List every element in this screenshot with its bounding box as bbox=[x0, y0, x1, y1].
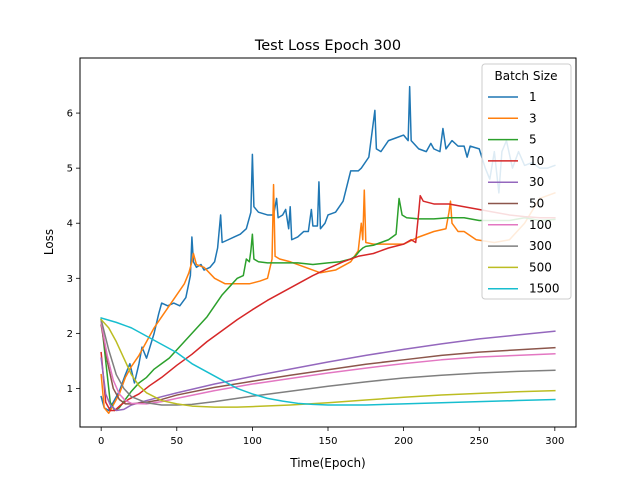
y-tick-label: 6 bbox=[67, 109, 73, 120]
legend-label-10: 10 bbox=[529, 154, 544, 168]
x-tick-label: 150 bbox=[318, 436, 337, 447]
series-line-100 bbox=[100, 321, 556, 405]
y-tick-label: 1 bbox=[67, 384, 73, 395]
y-axis: 1 2 3 4 5 6 bbox=[67, 109, 80, 395]
chart-title: Test Loss Epoch 300 bbox=[254, 38, 401, 54]
legend-frame bbox=[481, 63, 572, 300]
series-line-1500 bbox=[100, 317, 556, 406]
legend-label-3: 3 bbox=[529, 111, 537, 125]
legend-label-100: 100 bbox=[529, 218, 552, 232]
x-tick-label: 0 bbox=[98, 436, 104, 447]
series-line-500 bbox=[100, 318, 556, 408]
legend-title: Batch Size bbox=[495, 69, 558, 83]
y-tick-label: 2 bbox=[67, 329, 73, 340]
series-line-3 bbox=[100, 183, 556, 414]
x-tick-label: 300 bbox=[545, 436, 564, 447]
legend-items: 1 3 5 10 30 50 100 300 500 1500 bbox=[488, 90, 560, 296]
x-tick-label: 50 bbox=[170, 436, 183, 447]
y-tick-label: 3 bbox=[67, 274, 73, 285]
series-line-5 bbox=[100, 197, 556, 412]
x-tick-label: 100 bbox=[243, 436, 262, 447]
series-line-50 bbox=[100, 324, 556, 405]
y-tick-label: 5 bbox=[67, 164, 73, 175]
series-line-10 bbox=[100, 194, 556, 412]
x-axis: 0 50 100 150 200 250 300 bbox=[98, 427, 564, 447]
x-tick-label: 250 bbox=[470, 436, 489, 447]
y-axis-label: Loss bbox=[42, 229, 56, 255]
series-line-30 bbox=[100, 330, 556, 412]
legend-label-30: 30 bbox=[529, 175, 544, 189]
legend-label-50: 50 bbox=[529, 197, 544, 211]
y-tick-label: 4 bbox=[67, 219, 73, 230]
plot-lines bbox=[100, 85, 556, 414]
legend: Batch Size 1 3 5 10 30 50 100 300 500 1500 bbox=[481, 63, 572, 300]
legend-label-1500: 1500 bbox=[529, 282, 560, 296]
legend-label-300: 300 bbox=[529, 239, 552, 253]
legend-label-500: 500 bbox=[529, 260, 552, 274]
series-line-300 bbox=[100, 318, 556, 406]
x-axis-label: Time(Epoch) bbox=[289, 456, 365, 470]
x-tick-label: 200 bbox=[394, 436, 413, 447]
legend-label-5: 5 bbox=[529, 133, 537, 147]
legend-label-1: 1 bbox=[529, 90, 537, 104]
series-line-1 bbox=[100, 85, 556, 412]
